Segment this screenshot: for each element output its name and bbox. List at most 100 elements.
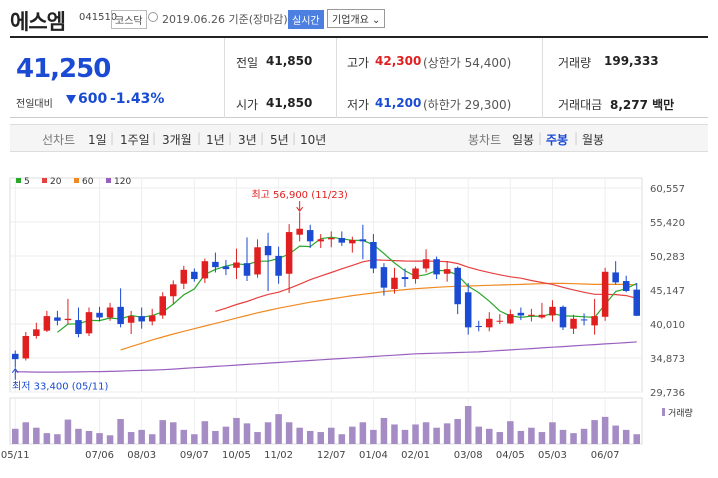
volume-bar [433,427,440,444]
volume-bar [254,432,261,444]
candle-body [517,312,525,316]
tab-1d[interactable]: 1일 [88,133,107,147]
low-value: 41,200 [375,96,422,110]
volume-bar [633,434,640,444]
tab-separator: | [110,131,115,145]
candle-body [96,312,103,318]
volume-bar [191,434,198,444]
tab-monthly[interactable]: 월봉 [582,133,605,147]
candle-body [612,272,619,283]
candle-body [127,316,135,323]
candle-body [507,314,514,324]
candle-body [549,306,556,316]
candle-body [191,271,198,280]
candle-body [75,320,82,334]
candle-body [486,318,493,328]
volume-bar [212,430,219,444]
change-amount: 600 [78,91,108,107]
candle-body [22,335,30,359]
tab-separator: | [228,131,233,145]
legend-swatch [42,178,47,183]
candle-body [370,241,377,269]
volume-bar [486,428,493,444]
tab-1y[interactable]: 1년 [206,133,225,147]
volume-bar [349,426,356,444]
candle-body [359,239,367,242]
tab-3m[interactable]: 3개월 [162,133,192,147]
volume-bar [22,422,30,444]
x-tick-label: 09/07 [180,450,209,461]
candle-body [85,312,93,334]
change-label: 전일대비 [16,99,53,110]
market-badge: 코스닥 [111,10,147,29]
candle-body [412,268,419,280]
volume-bar [285,422,293,444]
base-date: 2019.06.26 기준(장마감) [162,13,288,26]
volume-bar [328,427,335,444]
volume-bar [33,427,40,444]
tab-1w[interactable]: 1주일 [120,133,150,147]
candle-body [391,277,398,289]
candle-body [306,230,314,242]
x-tick-label: 03/08 [454,450,483,461]
volume-bar [591,420,598,444]
candle-body [580,319,588,321]
candle-body [43,316,51,331]
candle-body [622,281,630,291]
volume-bar [222,426,230,444]
candle-body [633,289,640,316]
volume-bar [570,433,577,444]
tab-10y[interactable]: 10년 [300,133,327,147]
volume-bar [138,429,145,444]
divider [542,38,543,118]
x-tick-label: 07/06 [85,450,114,461]
volume-bar [54,434,61,444]
x-tick-label: 04/05 [496,450,525,461]
realtime-button[interactable]: 실시간 [288,10,324,29]
candle-body [159,296,166,316]
stock-code: 041510 [79,12,118,23]
volume-bar [170,422,177,444]
candle-body [317,239,324,242]
volume-bar [85,430,93,444]
y-tick-label: 40,010 [650,320,685,331]
candle-body [148,315,156,322]
stock-name: 에스엠 [10,10,66,34]
candle-body [328,238,335,240]
tab-weekly[interactable]: 주봉 [546,133,569,147]
amount-value: 8,277 백만 [610,98,675,112]
tab-separator: | [152,131,157,145]
volume-bar [517,430,525,444]
tab-5y[interactable]: 5년 [270,133,289,147]
open-value: 41,850 [266,96,313,110]
stock-chart[interactable]: 60,557 55,420 50,283 45,147 40,010 34,873 29,7… [0,152,718,478]
legend-swatch [16,178,21,183]
volume-bar [538,432,546,444]
prev-close-value: 41,850 [266,54,313,68]
candle-body [422,259,430,269]
down-arrow-icon [66,95,76,104]
candle-body [464,292,472,328]
legend-swatch [106,178,111,183]
volume-bar [549,422,556,444]
tab-separator: | [292,131,297,145]
candle-body [285,232,293,274]
y-tick-label: 55,420 [650,218,685,229]
ma120-line [15,341,637,373]
company-overview-button[interactable]: 기업개요 ⌄ [327,9,386,28]
y-tick-label: 60,557 [650,184,685,195]
volume-bar [612,425,619,444]
candle-body [496,320,504,322]
tab-daily[interactable]: 일봉 [512,133,535,147]
tab-separator: | [574,131,579,145]
volume-bar [528,427,535,444]
candle-body [12,353,19,360]
max-price-annotation: 최고 56,900 (11/23) [251,189,347,201]
y-tick-label: 45,147 [650,286,685,297]
volume-bar [201,421,209,444]
volume-plot-frame [9,397,643,445]
tab-separator: | [538,131,543,145]
y-tick-label: 50,283 [650,252,685,263]
tab-3y[interactable]: 3년 [238,133,257,147]
x-tick-label: 06/07 [591,450,620,461]
